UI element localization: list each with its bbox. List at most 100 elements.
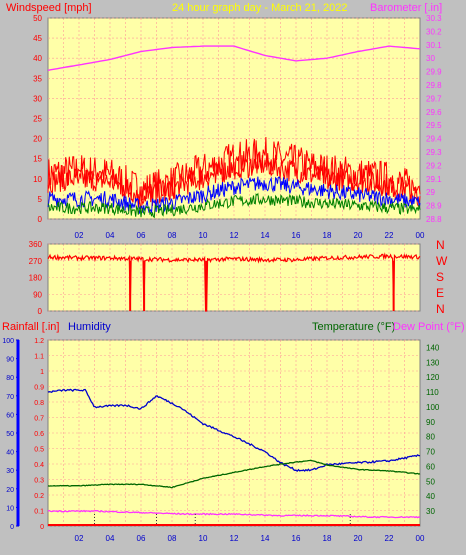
humidity-y-tick-label: 70 — [6, 394, 14, 401]
humidity-y-tick-label: 100 — [2, 338, 14, 345]
humidity-y-tick-label: 20 — [6, 487, 14, 494]
temp-y-tick-label: 130 — [426, 358, 440, 367]
direction-letter-n-top: N — [436, 238, 445, 252]
x-tick-label: 18 — [323, 231, 332, 240]
temp-y-tick-label: 110 — [426, 388, 439, 397]
rain-y-tick-label: 0.5 — [34, 447, 44, 454]
direction-letter-s: S — [436, 270, 444, 284]
barometer-y-tick-label: 29.9 — [426, 68, 442, 77]
wind-series-line — [47, 176, 421, 214]
windspeed-label: Windspeed [mph] — [6, 2, 92, 14]
temp-y-tick-label: 90 — [426, 418, 435, 427]
rain-y-tick-label: 0.2 — [34, 493, 44, 500]
humidity-y-tick-label: 10 — [6, 505, 14, 512]
humidity-y-tick-label: 30 — [6, 468, 14, 475]
x-tick-label-bottom: 16 — [292, 534, 301, 543]
rain-y-tick-label: 1.2 — [34, 338, 44, 345]
temp-y-tick-label: 30 — [426, 507, 435, 516]
x-tick-label-bottom: 12 — [230, 534, 239, 543]
rainfall-label: Rainfall [.in] — [2, 321, 59, 333]
temp-y-tick-label: 70 — [426, 448, 435, 457]
x-tick-label: 04 — [106, 231, 115, 240]
humidity-label: Humidity — [68, 321, 111, 333]
x-tick-label-bottom: 14 — [261, 534, 270, 543]
x-tick-label: 08 — [168, 231, 177, 240]
barometer-y-tick-label: 30.3 — [426, 14, 442, 23]
humidity-y-tick-label: 0 — [10, 524, 14, 531]
rain-y-tick-label: 1.1 — [34, 354, 44, 361]
wind-y-tick-label: 25 — [33, 115, 42, 124]
temp-y-tick-label: 50 — [426, 477, 435, 486]
wind-y-tick-label: 20 — [33, 135, 42, 144]
barometer-y-tick-label: 29.5 — [426, 121, 442, 130]
barometer-y-tick-label: 29 — [426, 188, 435, 197]
wind-y-tick-label: 5 — [38, 195, 43, 204]
x-tick-label-bottom: 04 — [106, 534, 115, 543]
x-tick-label: 20 — [354, 231, 363, 240]
barometer-series-line — [47, 45, 421, 71]
temp-y-tick-label: 140 — [426, 343, 440, 352]
direction-y-tick-label: 360 — [29, 240, 43, 249]
humidity-y-tick-label: 50 — [6, 431, 14, 438]
rain-y-tick-label: 0.8 — [34, 400, 44, 407]
x-tick-label-bottom: 10 — [199, 534, 208, 543]
x-tick-label-bottom: 00 — [416, 534, 425, 543]
x-tick-label: 12 — [230, 231, 239, 240]
gust-series-line — [47, 136, 421, 210]
temp-y-tick-label: 100 — [426, 403, 440, 412]
temp-y-tick-label: 60 — [426, 462, 435, 471]
x-tick-label-bottom: 06 — [137, 534, 146, 543]
wind-y-tick-label: 40 — [33, 54, 42, 63]
temp-y-tick-label: 40 — [426, 492, 435, 501]
barometer-y-tick-label: 30 — [426, 54, 435, 63]
direction-y-tick-label: 0 — [38, 307, 43, 316]
x-tick-label: 02 — [75, 231, 84, 240]
dewpoint-series-line — [47, 509, 421, 519]
wind-y-tick-label: 45 — [33, 34, 42, 43]
humidity-y-tick-label: 90 — [6, 357, 14, 364]
rain-y-tick-label: 0.3 — [34, 478, 44, 485]
x-tick-label-bottom: 18 — [323, 534, 332, 543]
barometer-y-tick-label: 28.9 — [426, 202, 442, 211]
barometer-y-tick-label: 28.8 — [426, 215, 442, 224]
temp-y-tick-label: 120 — [426, 373, 440, 382]
wind-y-tick-label: 50 — [33, 14, 42, 23]
barometer-y-tick-label: 29.4 — [426, 135, 442, 144]
x-tick-label: 00 — [416, 231, 425, 240]
x-tick-label: 16 — [292, 231, 301, 240]
temperature-label: Temperature (°F) — [312, 321, 395, 333]
direction-y-tick-label: 90 — [33, 290, 42, 299]
barometer-y-tick-label: 29.6 — [426, 108, 442, 117]
barometer-y-tick-label: 30.1 — [426, 41, 442, 50]
direction-y-tick-label: 270 — [29, 257, 43, 266]
barometer-y-tick-label: 29.2 — [426, 161, 442, 170]
dewpoint-label: Dew Point (°F) — [393, 321, 465, 333]
rain-y-tick-label: 0.4 — [34, 462, 44, 469]
wind-low-series-line — [47, 192, 421, 219]
x-tick-label: 14 — [261, 231, 270, 240]
x-tick-label-bottom: 02 — [75, 534, 84, 543]
rain-y-tick-label: 0.1 — [34, 509, 44, 516]
direction-letter-w: W — [436, 254, 448, 268]
x-tick-label: 06 — [137, 231, 146, 240]
temperature-series-line — [47, 459, 421, 489]
direction-letter-e: E — [436, 286, 444, 300]
rain-y-tick-label: 1 — [40, 369, 44, 376]
plots-group: 0510152025303540455028.828.92929.129.229… — [2, 14, 442, 543]
wind-y-tick-label: 30 — [33, 94, 42, 103]
chart-title: 24 hour graph day - March 21, 2022 — [172, 2, 348, 14]
humidity-y-tick-label: 80 — [6, 375, 14, 382]
humidity-y-tick-label: 60 — [6, 412, 14, 419]
wind-y-tick-label: 10 — [33, 175, 42, 184]
rain-y-tick-label: 0.7 — [34, 416, 44, 423]
rain-y-tick-label: 0 — [40, 524, 44, 531]
barometer-label: Barometer [.in] — [370, 2, 442, 14]
x-tick-label-bottom: 20 — [354, 534, 363, 543]
x-tick-label: 22 — [385, 231, 394, 240]
x-tick-label: 10 — [199, 231, 208, 240]
rain-y-tick-label: 0.6 — [34, 431, 44, 438]
barometer-y-tick-label: 30.2 — [426, 27, 442, 36]
temp-y-tick-label: 80 — [426, 433, 435, 442]
x-tick-label-bottom: 08 — [168, 534, 177, 543]
